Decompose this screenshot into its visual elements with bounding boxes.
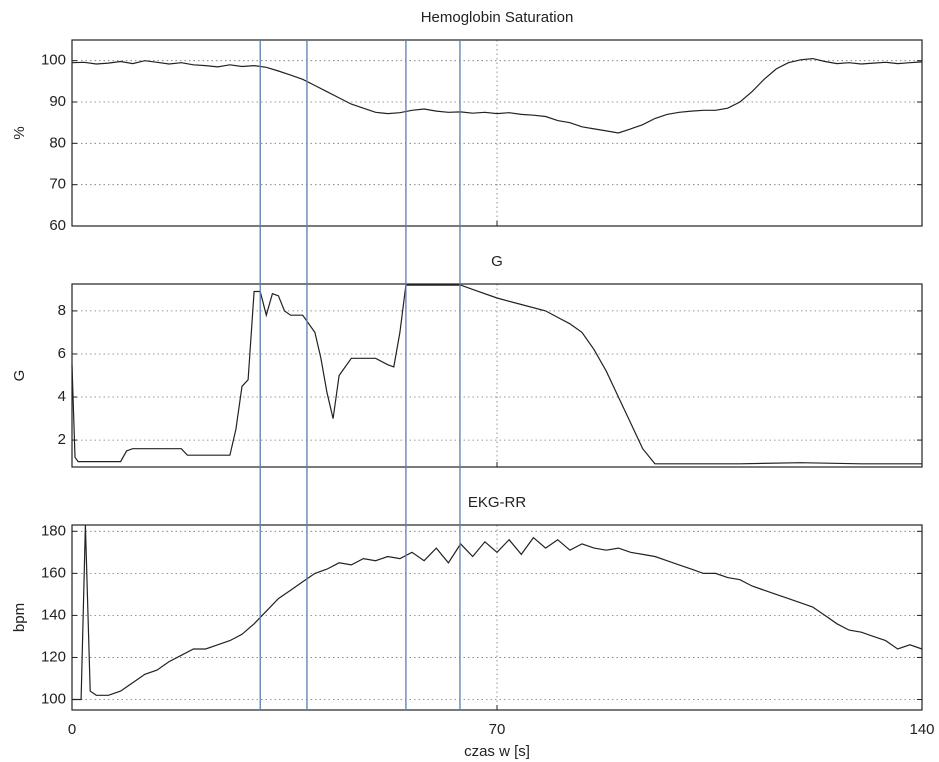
y-tick-label: 140 xyxy=(41,606,66,623)
y-tick-label: 180 xyxy=(41,522,66,539)
plot-frame xyxy=(71,39,923,227)
y-axis-label: G xyxy=(11,370,28,382)
y-tick-label: 90 xyxy=(49,93,66,110)
y-axis-label: % xyxy=(11,126,28,139)
x-axis-label: czas w [s] xyxy=(464,743,530,760)
x-tick-label: 140 xyxy=(909,721,934,738)
y-tick-label: 2 xyxy=(58,431,66,448)
plot-area xyxy=(72,40,922,226)
y-tick-label: 4 xyxy=(58,388,66,405)
chart-title: G xyxy=(491,253,503,270)
y-tick-label: 100 xyxy=(41,52,66,69)
x-tick-label: 0 xyxy=(68,721,76,738)
data-line xyxy=(71,284,922,465)
y-tick-label: 80 xyxy=(49,134,66,151)
x-tick-label: 70 xyxy=(489,721,506,738)
plot-frame xyxy=(71,524,923,711)
data-line xyxy=(72,524,923,701)
y-axis-label: bpm xyxy=(11,603,28,632)
y-tick-label: 120 xyxy=(41,648,66,665)
y-tick-label: 160 xyxy=(41,564,66,581)
y-tick-label: 8 xyxy=(58,302,66,319)
y-tick-label: 100 xyxy=(41,690,66,707)
y-tick-label: 70 xyxy=(49,176,66,193)
chart-title: EKG-RR xyxy=(468,494,527,511)
chart-title: Hemoglobin Saturation xyxy=(421,9,574,26)
y-tick-label: 6 xyxy=(58,345,66,362)
y-tick-label: 60 xyxy=(49,217,66,234)
data-line xyxy=(71,57,923,134)
plot-frame xyxy=(71,283,923,468)
